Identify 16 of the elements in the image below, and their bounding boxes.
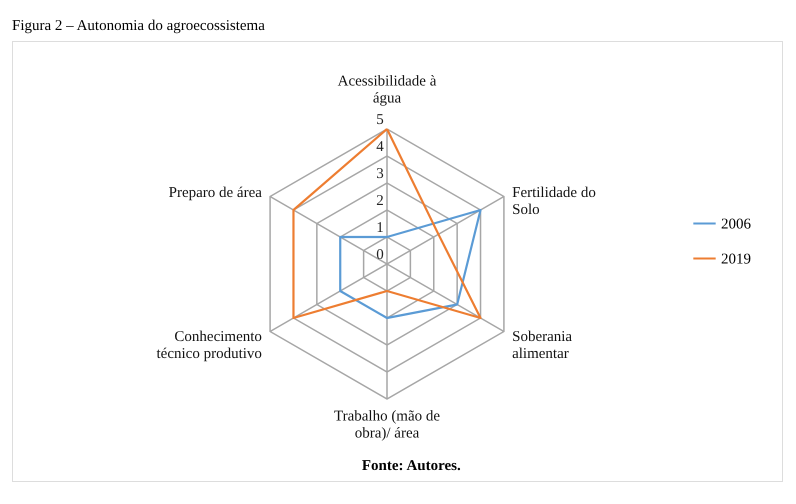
legend-label: 2006	[721, 216, 752, 232]
y-tick-label: 1	[376, 220, 384, 236]
spoke-label: Soberania alimentar	[512, 329, 572, 362]
spoke-label: Acessibilidade à água	[338, 74, 437, 106]
legend-label: 2019	[721, 252, 751, 268]
spoke-label: Preparo de área	[168, 184, 262, 201]
y-tick-label: 0	[376, 246, 384, 263]
spoke-label: Conhecimento técnico produtivo	[156, 329, 262, 362]
y-tick-label: 5	[376, 112, 384, 128]
spoke-label: Fertilidade do Solo	[512, 184, 596, 218]
y-tick-label: 4	[376, 138, 384, 155]
source-note: Fonte: Autores.	[362, 458, 461, 474]
chart-title: Figura 2 – Autonomia do agroecossistema	[12, 18, 266, 34]
y-tick-label: 2	[376, 192, 384, 209]
y-tick-label: 3	[376, 166, 384, 182]
spoke-label: Trabalho (mão de obra)/ área	[334, 408, 440, 442]
